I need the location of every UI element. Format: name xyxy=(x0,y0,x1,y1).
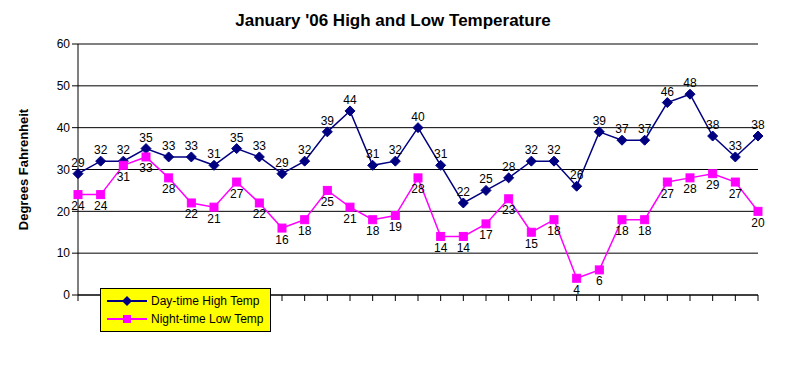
svg-text:4: 4 xyxy=(573,283,580,297)
svg-text:31: 31 xyxy=(434,147,448,161)
svg-text:50: 50 xyxy=(57,79,71,93)
svg-text:40: 40 xyxy=(57,121,71,135)
svg-text:29: 29 xyxy=(706,178,720,192)
svg-text:18: 18 xyxy=(638,224,652,238)
html-text:January '06 High and Low Tempe: January '06 High and Low Temperature xyxy=(235,11,551,30)
svg-text:33: 33 xyxy=(162,139,176,153)
svg-text:39: 39 xyxy=(593,114,607,128)
svg-text:29: 29 xyxy=(71,156,85,170)
svg-text:31: 31 xyxy=(117,170,131,184)
svg-text:44: 44 xyxy=(343,93,357,107)
svg-text:28: 28 xyxy=(683,182,697,196)
svg-text:32: 32 xyxy=(117,143,131,157)
svg-text:28: 28 xyxy=(411,182,425,196)
svg-text:32: 32 xyxy=(94,143,108,157)
svg-text:32: 32 xyxy=(525,143,539,157)
svg-text:0: 0 xyxy=(63,288,70,302)
svg-text:10: 10 xyxy=(57,246,71,260)
svg-text:26: 26 xyxy=(570,168,584,182)
svg-text:38: 38 xyxy=(706,118,720,132)
svg-text:46: 46 xyxy=(661,85,675,99)
svg-text:27: 27 xyxy=(729,187,743,201)
svg-text:23: 23 xyxy=(502,203,516,217)
svg-text:32: 32 xyxy=(298,143,312,157)
svg-text:19: 19 xyxy=(389,220,403,234)
svg-text:38: 38 xyxy=(751,118,765,132)
svg-text:20: 20 xyxy=(751,216,765,230)
svg-text:18: 18 xyxy=(547,224,561,238)
svg-text:Degrees Fahrenheit: Degrees Fahrenheit xyxy=(16,108,31,230)
svg-text:17: 17 xyxy=(479,228,493,242)
html-text:Day-time High Temp: Day-time High Temp xyxy=(151,294,260,308)
svg-text:21: 21 xyxy=(207,212,221,226)
svg-text:48: 48 xyxy=(683,76,697,90)
svg-text:27: 27 xyxy=(230,187,244,201)
svg-text:29: 29 xyxy=(275,156,289,170)
svg-text:31: 31 xyxy=(366,147,380,161)
svg-text:30: 30 xyxy=(57,163,71,177)
svg-text:28: 28 xyxy=(502,160,516,174)
svg-text:14: 14 xyxy=(434,241,448,255)
svg-text:27: 27 xyxy=(661,187,675,201)
svg-text:22: 22 xyxy=(185,207,199,221)
svg-text:33: 33 xyxy=(185,139,199,153)
svg-text:25: 25 xyxy=(321,195,335,209)
svg-text:18: 18 xyxy=(615,224,629,238)
svg-text:33: 33 xyxy=(139,161,153,175)
svg-text:32: 32 xyxy=(547,143,561,157)
svg-text:16: 16 xyxy=(275,233,289,247)
html-text:Night-time Low Temp: Night-time Low Temp xyxy=(151,312,264,326)
svg-text:25: 25 xyxy=(479,172,493,186)
svg-text:24: 24 xyxy=(94,199,108,213)
svg-text:60: 60 xyxy=(57,37,71,51)
svg-text:22: 22 xyxy=(253,207,267,221)
svg-text:28: 28 xyxy=(162,182,176,196)
svg-text:32: 32 xyxy=(389,143,403,157)
svg-text:35: 35 xyxy=(230,131,244,145)
svg-text:39: 39 xyxy=(321,114,335,128)
svg-text:20: 20 xyxy=(57,205,71,219)
svg-text:21: 21 xyxy=(343,212,357,226)
svg-text:33: 33 xyxy=(729,139,743,153)
svg-text:31: 31 xyxy=(207,147,221,161)
svg-text:15: 15 xyxy=(525,237,539,251)
svg-text:40: 40 xyxy=(411,110,425,124)
svg-text:14: 14 xyxy=(457,241,471,255)
svg-text:22: 22 xyxy=(457,185,471,199)
svg-text:18: 18 xyxy=(298,224,312,238)
svg-text:37: 37 xyxy=(638,122,652,136)
svg-text:35: 35 xyxy=(139,131,153,145)
svg-text:6: 6 xyxy=(596,274,603,288)
svg-text:37: 37 xyxy=(615,122,629,136)
svg-text:18: 18 xyxy=(366,224,380,238)
svg-text:24: 24 xyxy=(71,199,85,213)
svg-text:33: 33 xyxy=(253,139,267,153)
